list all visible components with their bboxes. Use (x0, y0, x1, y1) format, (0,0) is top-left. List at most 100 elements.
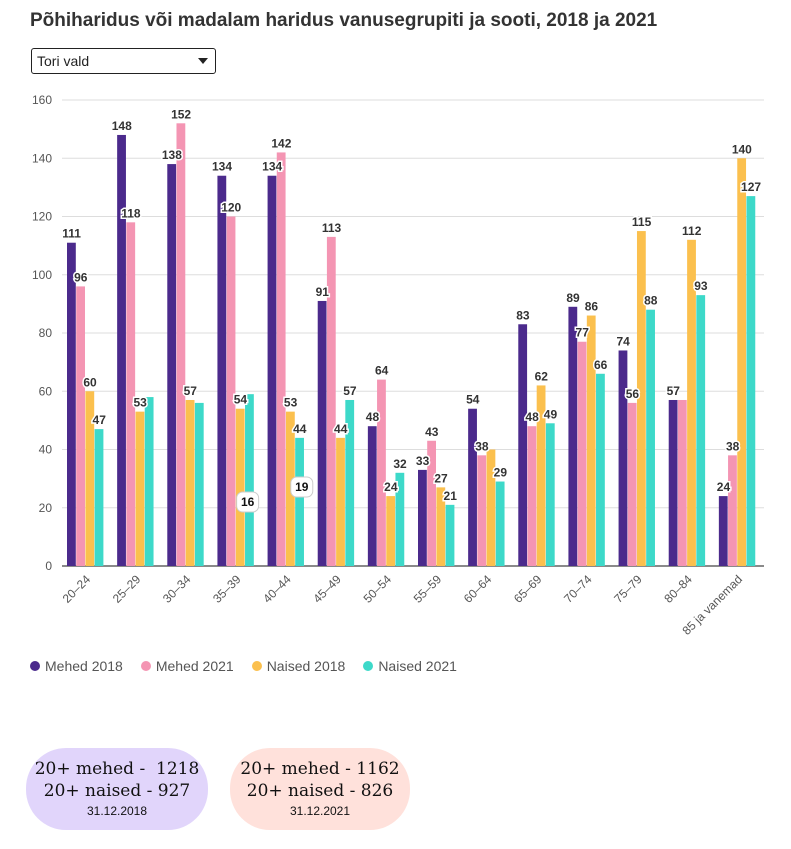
bar[interactable] (235, 408, 245, 566)
bar[interactable] (687, 239, 696, 567)
bar[interactable] (267, 175, 277, 566)
bar[interactable] (85, 391, 95, 566)
data-label: 43 (425, 425, 439, 439)
bar[interactable] (646, 309, 655, 566)
summary-badge-2021: 20+ mehed - 1162 20+ naised - 826 31.12.… (230, 748, 410, 830)
legend-label: Naised 2018 (266, 658, 346, 674)
bar[interactable] (636, 231, 646, 566)
bar[interactable] (135, 411, 145, 566)
data-label: 47 (93, 413, 107, 427)
legend-item-mehed-2018[interactable]: Mehed 2018 (30, 658, 123, 674)
data-label: 27 (434, 471, 448, 485)
summary-date: 31.12.2021 (289, 804, 351, 818)
bar[interactable] (627, 402, 637, 566)
bar[interactable] (367, 426, 377, 566)
bar[interactable] (336, 437, 345, 566)
bar[interactable] (545, 423, 555, 566)
data-label: 56 (626, 387, 640, 401)
bar[interactable] (586, 315, 596, 566)
data-label: 77 (576, 326, 590, 340)
y-tick-label: 20 (39, 501, 53, 515)
data-label: 142 (271, 136, 291, 150)
bar[interactable] (518, 324, 528, 566)
data-label: 113 (322, 221, 342, 235)
bar[interactable] (67, 242, 76, 566)
bar[interactable] (677, 399, 687, 566)
bar[interactable] (167, 164, 177, 566)
bar[interactable] (536, 385, 546, 566)
bar[interactable] (668, 399, 678, 566)
legend-item-naised-2021[interactable]: Naised 2021 (363, 658, 457, 674)
bar[interactable] (486, 449, 496, 567)
bar[interactable] (144, 397, 154, 566)
x-tick-label: 20–24 (60, 572, 94, 606)
bar[interactable] (317, 300, 327, 566)
data-label: 54 (234, 393, 248, 407)
bar[interactable] (468, 408, 477, 566)
chevron-down-icon (198, 58, 208, 64)
data-label: 44 (334, 422, 348, 436)
data-label: 93 (694, 279, 708, 293)
legend-item-mehed-2021[interactable]: Mehed 2021 (140, 658, 234, 674)
bar[interactable] (226, 216, 236, 567)
bar[interactable] (696, 295, 706, 566)
data-label: 24 (717, 480, 731, 494)
summary-badge-2018: 20+ mehed - 1218 20+ naised - 927 31.12.… (26, 748, 208, 830)
bar[interactable] (176, 123, 186, 567)
bar[interactable] (295, 437, 304, 566)
data-label: 57 (343, 384, 357, 398)
bar[interactable] (245, 394, 254, 566)
bar[interactable] (185, 399, 195, 566)
bar[interactable] (418, 469, 427, 566)
data-label: 66 (594, 358, 608, 372)
bar[interactable] (126, 222, 136, 566)
y-tick-label: 100 (32, 268, 52, 282)
bar[interactable] (194, 402, 204, 566)
data-label: 118 (121, 206, 141, 220)
region-select-value: Tori vald (37, 53, 90, 69)
bar[interactable] (276, 152, 286, 567)
data-label: 152 (171, 107, 191, 121)
y-tick-label: 160 (32, 93, 52, 107)
annotation-label: 19 (295, 480, 309, 494)
summary-men: 20+ mehed - 1162 (240, 759, 400, 779)
region-select[interactable]: Tori vald (31, 48, 216, 74)
bar[interactable] (427, 440, 436, 566)
bar[interactable] (527, 426, 537, 566)
bar[interactable] (568, 306, 578, 566)
x-tick-label: 65–69 (511, 572, 545, 606)
x-tick-label: 55–59 (411, 572, 445, 606)
bar[interactable] (718, 496, 728, 566)
bar[interactable] (117, 134, 126, 566)
bar[interactable] (577, 341, 587, 566)
bar[interactable] (495, 481, 505, 566)
bar[interactable] (377, 379, 386, 566)
data-label: 74 (616, 334, 630, 348)
data-label: 21 (444, 489, 458, 503)
bar[interactable] (618, 350, 628, 566)
bar[interactable] (477, 455, 487, 566)
bar[interactable] (445, 504, 455, 566)
x-tick-label: 35–39 (210, 572, 244, 606)
bar[interactable] (94, 429, 104, 566)
data-label: 89 (566, 291, 580, 305)
bar[interactable] (76, 286, 85, 566)
bar[interactable] (217, 175, 227, 566)
bar[interactable] (326, 236, 336, 566)
bar[interactable] (386, 496, 396, 566)
x-tick-label: 40–44 (260, 572, 294, 606)
bar[interactable] (436, 487, 446, 566)
bar[interactable] (345, 399, 355, 566)
bar[interactable] (596, 373, 605, 566)
legend-label: Naised 2021 (378, 658, 457, 674)
data-label: 112 (682, 224, 702, 238)
legend-item-naised-2018[interactable]: Naised 2018 (251, 658, 346, 674)
data-label: 64 (375, 364, 389, 378)
bar[interactable] (746, 196, 756, 567)
bar[interactable] (395, 472, 405, 566)
bar[interactable] (737, 158, 747, 566)
x-tick-label: 60–64 (461, 572, 495, 606)
bar[interactable] (728, 455, 737, 566)
summary-women: 20+ naised - 927 (43, 781, 191, 801)
legend-dot (363, 661, 374, 671)
